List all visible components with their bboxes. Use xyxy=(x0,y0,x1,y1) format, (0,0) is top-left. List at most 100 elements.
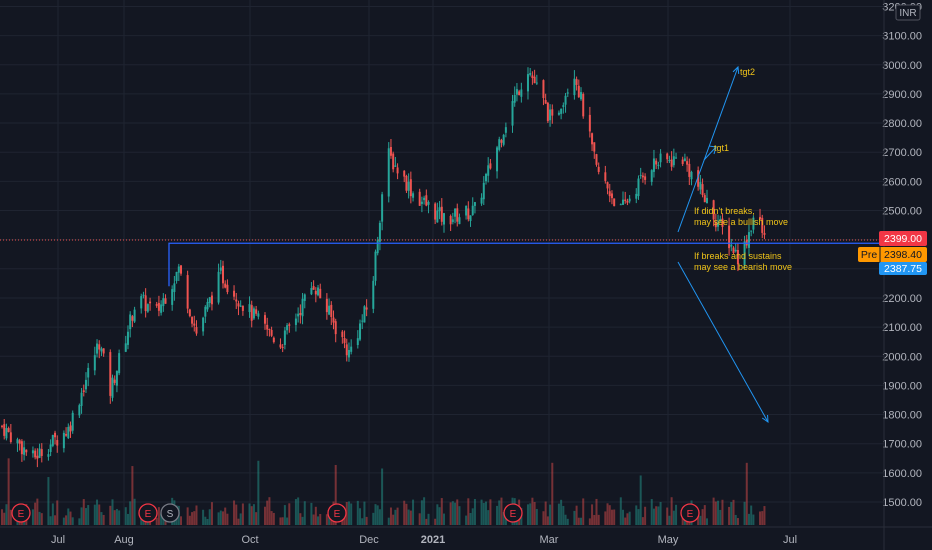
volume-bar xyxy=(118,510,121,525)
earnings-marker: E xyxy=(11,503,31,523)
volume-bar xyxy=(449,502,452,525)
candle-body xyxy=(496,147,499,172)
volume-bar xyxy=(418,513,421,525)
candle-body xyxy=(345,344,348,356)
candle-body xyxy=(443,213,445,225)
volume-bar xyxy=(403,500,406,525)
volume-bar xyxy=(113,510,116,525)
currency-label-text: INR xyxy=(899,8,916,19)
candle-body xyxy=(440,206,443,222)
candle-body xyxy=(728,225,731,249)
badge-box xyxy=(858,247,927,262)
volume-bar xyxy=(133,498,136,525)
volume-bar xyxy=(610,509,613,525)
volume-bar xyxy=(487,510,490,525)
candle-body xyxy=(270,330,273,336)
candle-body xyxy=(40,449,43,456)
volume-bar xyxy=(604,511,607,525)
candle-body xyxy=(361,320,364,322)
candle-body xyxy=(241,305,244,311)
candle-body xyxy=(529,73,532,75)
volume-bar xyxy=(3,512,6,525)
volume-bar xyxy=(465,515,468,525)
candlesticks xyxy=(1,67,766,468)
candle-body xyxy=(577,85,580,98)
volume-bar xyxy=(458,506,461,525)
volume-bar xyxy=(319,513,322,525)
volume-bar xyxy=(82,499,85,525)
bullish-note-line2: may see a bullish move xyxy=(694,217,788,227)
candle-body xyxy=(588,114,591,132)
support-line xyxy=(168,242,884,287)
candle-body xyxy=(482,182,485,200)
candle-body xyxy=(705,197,708,204)
volume-bar xyxy=(588,518,591,525)
badge-label: Pre xyxy=(861,249,878,261)
volume-bar xyxy=(80,507,83,525)
candle-body xyxy=(465,205,468,216)
volume-bar xyxy=(255,512,258,525)
candle-body xyxy=(191,317,194,324)
candle-body xyxy=(177,266,180,273)
volume-bar xyxy=(217,512,220,525)
candle-body xyxy=(418,191,421,206)
volume-bar xyxy=(71,517,74,525)
volume-bar xyxy=(436,504,439,525)
candle-body xyxy=(712,200,715,220)
marker-letter: E xyxy=(510,509,517,520)
candle-body xyxy=(272,337,275,343)
candle-body xyxy=(405,175,408,191)
x-tick-label: Jul xyxy=(783,534,797,546)
volume-bar xyxy=(56,500,59,525)
candle-body xyxy=(701,184,704,195)
marker-letter: S xyxy=(167,509,174,520)
volume-bar xyxy=(281,517,284,525)
volume-bar xyxy=(98,504,101,525)
candle-body xyxy=(451,219,454,223)
volume-bar xyxy=(675,504,678,525)
volume-bar xyxy=(672,510,675,525)
candle-body xyxy=(113,379,116,383)
volume-bar xyxy=(409,510,412,525)
volume-bar xyxy=(425,518,428,525)
candle-body xyxy=(96,343,99,354)
bullish-note-line1: If didn't breaks, xyxy=(694,206,755,216)
volume-bar xyxy=(84,508,87,525)
candle-body xyxy=(732,247,735,253)
volume-bar xyxy=(546,516,549,525)
candle-body xyxy=(65,434,68,436)
volume-bar xyxy=(49,516,52,525)
y-tick-label: 2700.00 xyxy=(882,147,922,159)
volume-bar xyxy=(747,513,750,525)
candle-body xyxy=(195,327,198,334)
volume-bar xyxy=(443,513,445,525)
volume-bar xyxy=(626,513,629,525)
candle-body xyxy=(688,163,691,177)
candle-body xyxy=(533,76,536,84)
candle-body xyxy=(743,241,746,266)
badge-value: 2399.00 xyxy=(884,233,922,245)
volume-bar xyxy=(564,514,567,525)
candle-body xyxy=(286,325,289,331)
volume-bar xyxy=(210,502,213,525)
candle-body xyxy=(34,450,37,458)
candle-body xyxy=(425,195,428,206)
volume-bar xyxy=(378,509,381,525)
volume-bar xyxy=(47,477,50,525)
candle-body xyxy=(714,221,717,228)
bearish-arrow xyxy=(677,261,769,424)
volume-bar xyxy=(219,510,222,525)
candle-body xyxy=(67,426,70,439)
volume-bar xyxy=(224,507,227,525)
candle-body xyxy=(597,166,600,172)
volume-bar xyxy=(235,504,238,525)
volume-bar xyxy=(489,499,492,525)
candle-body xyxy=(3,424,6,436)
marker-circle xyxy=(327,503,347,523)
volume-bar xyxy=(222,511,224,525)
volume-bar xyxy=(193,511,196,525)
volume-bar xyxy=(1,509,3,525)
candle-body xyxy=(252,308,255,319)
volume-bar xyxy=(100,512,103,525)
